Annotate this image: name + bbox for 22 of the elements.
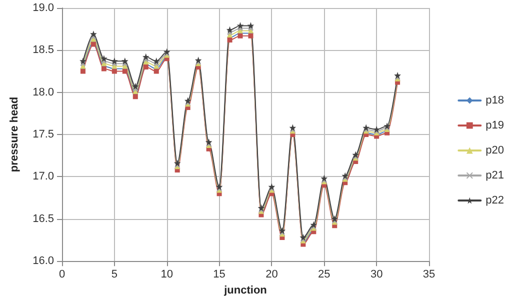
x-tick-label: 35 <box>422 268 436 281</box>
x-tick-label: 0 <box>58 268 66 281</box>
x-tick-label: 10 <box>160 268 173 281</box>
legend-label: p19 <box>486 120 504 132</box>
y-tick-label: 19.0 <box>32 2 54 14</box>
x-tick-label: 30 <box>370 268 383 281</box>
legend-label: p18 <box>486 94 504 106</box>
x-axis-title: junction <box>223 284 268 296</box>
x-tick-label: 15 <box>213 268 226 281</box>
x-tick-label: 25 <box>318 268 330 281</box>
y-tick-label: 18.5 <box>32 44 54 56</box>
y-tick-label: 17.5 <box>32 128 54 141</box>
y-tick-label: 18.0 <box>32 86 54 98</box>
y-tick-label: 17.0 <box>32 170 54 183</box>
y-axis-title: pressure head <box>8 96 20 172</box>
legend-label: p20 <box>486 144 504 156</box>
x-tick-label: 5 <box>111 268 118 281</box>
y-tick-label: 16.0 <box>32 255 54 268</box>
legend-label: p21 <box>486 170 504 182</box>
y-tick-label: 16.5 <box>32 212 54 225</box>
x-tick-label: 20 <box>266 268 278 281</box>
legend-label: p22 <box>486 194 504 206</box>
